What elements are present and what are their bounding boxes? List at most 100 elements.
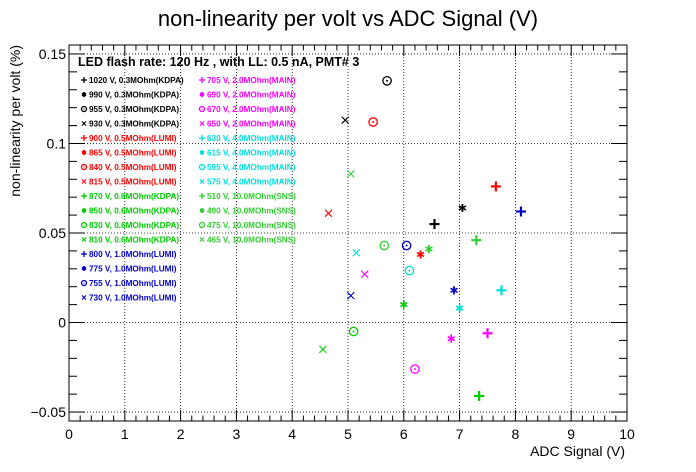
data-point xyxy=(490,181,501,192)
legend-marker-stroke-b xyxy=(199,179,205,184)
legend-marker-dot xyxy=(83,224,85,226)
data-point xyxy=(379,240,390,251)
legend-marker-stroke-b xyxy=(81,179,87,184)
legend-marker-ring xyxy=(198,221,206,229)
data-point xyxy=(447,334,456,343)
y-tick-label: 0 xyxy=(58,315,66,331)
grid xyxy=(69,45,627,421)
legend-marker xyxy=(81,208,87,213)
data-point-stroke-b xyxy=(360,270,369,279)
legend-marker-ring xyxy=(80,163,88,171)
data-point xyxy=(348,326,359,337)
data-point-ring xyxy=(382,75,392,86)
data-point-stroke-b xyxy=(319,345,327,354)
y-tick-label: 0.15 xyxy=(39,46,66,62)
legend-entry-label: 775 V, 1.0MOhm(LUMI) xyxy=(89,265,177,274)
y-tick-label: −0.05 xyxy=(31,404,67,420)
x-tick-label: 9 xyxy=(567,426,575,442)
data-point xyxy=(360,270,369,279)
legend-marker xyxy=(199,193,205,199)
legend-entry-label: 670 V, 2.0MOhm(MAIN) xyxy=(207,105,296,114)
legend-entry-label: 705 V, 2.0MOhm(MAIN) xyxy=(207,76,296,85)
legend-marker xyxy=(199,121,205,126)
legend-entry-label: 830 V, 0.6MOhm(KDPA) xyxy=(89,221,179,230)
data-point xyxy=(425,245,433,254)
legend-marker xyxy=(199,179,205,184)
legend-marker xyxy=(199,92,205,97)
axis-ticks: 0 1 2 3 4 5 6 7 8 9 10 −0.05 0 0.05 0.1 0.15 xyxy=(31,45,635,442)
x-tick-label: 10 xyxy=(619,426,635,442)
data-point-stroke-b xyxy=(352,248,361,257)
legend-marker xyxy=(199,77,205,83)
legend-header: LED flash rate: 120 Hz , with LL: 0.5 nA… xyxy=(78,55,359,69)
data-point xyxy=(471,235,482,246)
legend-marker xyxy=(80,105,88,113)
legend-entry-label: 900 V, 0.5MOhm(LUMI) xyxy=(89,134,177,143)
data-point-stroke-b xyxy=(341,116,350,125)
legend-marker xyxy=(81,237,87,242)
legend-marker xyxy=(199,208,205,213)
data-point xyxy=(482,328,493,339)
data-point-ring xyxy=(410,364,420,374)
data-point xyxy=(515,206,526,217)
data-point-ring xyxy=(348,326,359,337)
legend-entry-label: 840 V, 0.5MOhm(LUMI) xyxy=(89,163,177,172)
legend-marker-stroke-b xyxy=(81,237,87,242)
legend-marker xyxy=(80,279,88,287)
legend-marker-ring xyxy=(80,279,88,287)
data-point-dot xyxy=(408,269,411,272)
data-points xyxy=(319,75,526,401)
data-point xyxy=(368,117,378,127)
legend-entry-label: 990 V, 0.3MOhm(KDPA) xyxy=(89,91,179,100)
legend-marker xyxy=(199,237,205,242)
y-tick-label: 0.05 xyxy=(39,225,66,241)
legend-entry-label: 730 V, 1.0MOhm(LUMI) xyxy=(89,294,177,303)
legend-entry-label: 850 V, 0.6MOhm(KDPA) xyxy=(89,207,179,216)
legend-marker xyxy=(81,266,87,271)
data-point-dot xyxy=(413,368,416,371)
x-tick-label: 7 xyxy=(456,426,464,442)
legend-entry-label: 650 V, 2.0MOhm(MAIN) xyxy=(207,120,296,129)
data-point xyxy=(401,240,412,251)
legend-entry-label: 490 V, 10.0MOhm(SNS) xyxy=(207,207,296,216)
legend-marker-stroke-b xyxy=(81,121,87,126)
legend-entry-label: 800 V, 1.0MOhm(LUMI) xyxy=(89,250,177,259)
data-point xyxy=(346,170,355,178)
legend-entry-label: 955 V, 0.3MOhm(KDPA) xyxy=(89,105,179,114)
data-point-stroke-b xyxy=(346,170,355,178)
legend-marker xyxy=(81,179,87,184)
data-point xyxy=(474,390,485,401)
x-tick-label: 5 xyxy=(344,426,352,442)
data-point xyxy=(341,116,350,125)
data-point xyxy=(319,345,327,354)
legend-marker xyxy=(198,163,206,171)
legend-marker xyxy=(199,150,205,155)
legend-entry-label: 865 V, 0.5MOhm(LUMI) xyxy=(89,149,177,158)
legend-marker xyxy=(81,295,87,300)
data-point-ring xyxy=(404,265,415,276)
data-point xyxy=(416,250,425,259)
chart-title: non-linearity per volt vs ADC Signal (V) xyxy=(158,6,538,31)
legend-entry-label: 690 V, 2.0MOhm(MAIN) xyxy=(207,91,296,100)
data-point xyxy=(324,209,333,218)
legend-marker xyxy=(199,135,205,141)
legend-entry-label: 755 V, 1.0MOhm(LUMI) xyxy=(89,279,177,288)
data-point xyxy=(404,265,415,276)
legend-marker xyxy=(81,150,87,155)
data-point-ring xyxy=(379,240,390,251)
legend-entry-label: 595 V, 4.0MOhm(MAIN) xyxy=(207,163,296,172)
legend-marker xyxy=(81,77,87,83)
y-axis-title: non-linearity per volt (%) xyxy=(7,45,23,197)
legend-marker-ring xyxy=(198,105,206,113)
legend-entry-label: 615 V, 4.0MOhm(MAIN) xyxy=(207,149,296,158)
legend-entry-label: 630 V, 4.0MOhm(MAIN) xyxy=(207,134,296,143)
x-tick-label: 6 xyxy=(400,426,408,442)
legend-marker-stroke-b xyxy=(81,295,87,300)
legend-marker xyxy=(80,221,88,229)
legend-entry-label: 575 V, 4.0MOhm(MAIN) xyxy=(207,178,296,187)
data-point xyxy=(429,219,440,230)
data-point xyxy=(458,203,467,212)
legend-marker-ring xyxy=(80,221,88,229)
data-point-stroke-b xyxy=(324,209,333,218)
